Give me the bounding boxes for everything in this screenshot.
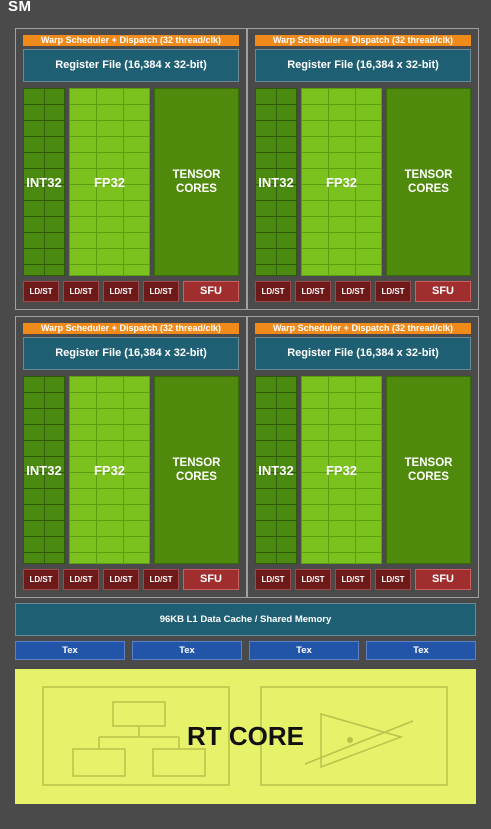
intersection-dot: [347, 737, 353, 743]
fp32-label: FP32: [93, 462, 126, 478]
tensor-label-line1: TENSOR: [404, 457, 453, 469]
int32-unit: INT32: [23, 88, 65, 276]
int32-label: INT32: [26, 174, 62, 190]
ldst-unit: LD/ST: [375, 569, 411, 590]
tensor-label-line2: CORES: [408, 183, 449, 195]
tex-unit: Tex: [249, 641, 359, 660]
tensor-label-line1: TENSOR: [404, 169, 453, 181]
int32-unit: INT32: [23, 376, 65, 564]
fp32-label: FP32: [93, 174, 126, 190]
processing-block-3: Warp Scheduler + Dispatch (32 thread/clk…: [15, 316, 247, 598]
ldst-unit: LD/ST: [295, 569, 331, 590]
processing-block-1: Warp Scheduler + Dispatch (32 thread/clk…: [15, 28, 247, 310]
tensor-cores-unit: TENSOR CORES: [154, 376, 239, 564]
ldst-unit: LD/ST: [335, 281, 371, 302]
warp-scheduler: Warp Scheduler + Dispatch (32 thread/clk…: [23, 323, 239, 334]
fp32-unit: FP32: [69, 376, 150, 564]
ldst-unit: LD/ST: [143, 569, 179, 590]
ldst-unit: LD/ST: [63, 281, 99, 302]
processing-block-4: Warp Scheduler + Dispatch (32 thread/clk…: [247, 316, 479, 598]
tree-left-node: [72, 748, 126, 777]
rt-core-label: RT CORE: [15, 669, 476, 804]
ldst-unit: LD/ST: [103, 569, 139, 590]
register-file: Register File (16,384 x 32-bit): [23, 337, 239, 370]
rt-core-text: RT CORE: [187, 721, 304, 751]
int32-label: INT32: [26, 462, 62, 478]
ldst-unit: LD/ST: [63, 569, 99, 590]
ldst-unit: LD/ST: [375, 281, 411, 302]
tensor-cores-unit: TENSOR CORES: [154, 88, 239, 276]
rt-core: RT CORE: [15, 669, 476, 804]
int32-unit: INT32: [255, 88, 297, 276]
tree-right-node: [152, 748, 206, 777]
bvh-box-outline: [42, 686, 230, 786]
ldst-unit: LD/ST: [143, 281, 179, 302]
fp32-label: FP32: [325, 462, 358, 478]
warp-scheduler: Warp Scheduler + Dispatch (32 thread/clk…: [23, 35, 239, 46]
sm-title: SM: [8, 0, 32, 15]
tensor-label-line2: CORES: [176, 471, 217, 483]
triangle-box-outline: [260, 686, 448, 786]
ldst-unit: LD/ST: [23, 281, 59, 302]
warp-scheduler: Warp Scheduler + Dispatch (32 thread/clk…: [255, 35, 471, 46]
triangle-icon: [320, 713, 404, 769]
fp32-unit: FP32: [69, 88, 150, 276]
int32-label: INT32: [258, 462, 294, 478]
tex-unit: Tex: [132, 641, 242, 660]
fp32-label: FP32: [325, 174, 358, 190]
ray-line: [304, 720, 414, 765]
warp-scheduler: Warp Scheduler + Dispatch (32 thread/clk…: [255, 323, 471, 334]
register-file: Register File (16,384 x 32-bit): [255, 49, 471, 82]
sfu-unit: SFU: [183, 281, 239, 302]
tensor-label-line2: CORES: [408, 471, 449, 483]
ldst-unit: LD/ST: [335, 569, 371, 590]
sfu-unit: SFU: [415, 569, 471, 590]
ldst-unit: LD/ST: [255, 569, 291, 590]
fp32-unit: FP32: [301, 376, 382, 564]
int32-unit: INT32: [255, 376, 297, 564]
register-file: Register File (16,384 x 32-bit): [255, 337, 471, 370]
tensor-label-line2: CORES: [176, 183, 217, 195]
fp32-unit: FP32: [301, 88, 382, 276]
rt-core-illustration: [42, 686, 448, 786]
register-file: Register File (16,384 x 32-bit): [23, 49, 239, 82]
tex-unit: Tex: [15, 641, 125, 660]
int32-label: INT32: [258, 174, 294, 190]
l1-data-cache: 96KB L1 Data Cache / Shared Memory: [15, 603, 476, 636]
processing-block-2: Warp Scheduler + Dispatch (32 thread/clk…: [247, 28, 479, 310]
tensor-cores-unit: TENSOR CORES: [386, 88, 471, 276]
tensor-label-line1: TENSOR: [172, 169, 221, 181]
ldst-unit: LD/ST: [103, 281, 139, 302]
sfu-unit: SFU: [415, 281, 471, 302]
tensor-label-line1: TENSOR: [172, 457, 221, 469]
ldst-unit: LD/ST: [295, 281, 331, 302]
sfu-unit: SFU: [183, 569, 239, 590]
ldst-unit: LD/ST: [23, 569, 59, 590]
tensor-cores-unit: TENSOR CORES: [386, 376, 471, 564]
tex-unit: Tex: [366, 641, 476, 660]
ldst-unit: LD/ST: [255, 281, 291, 302]
